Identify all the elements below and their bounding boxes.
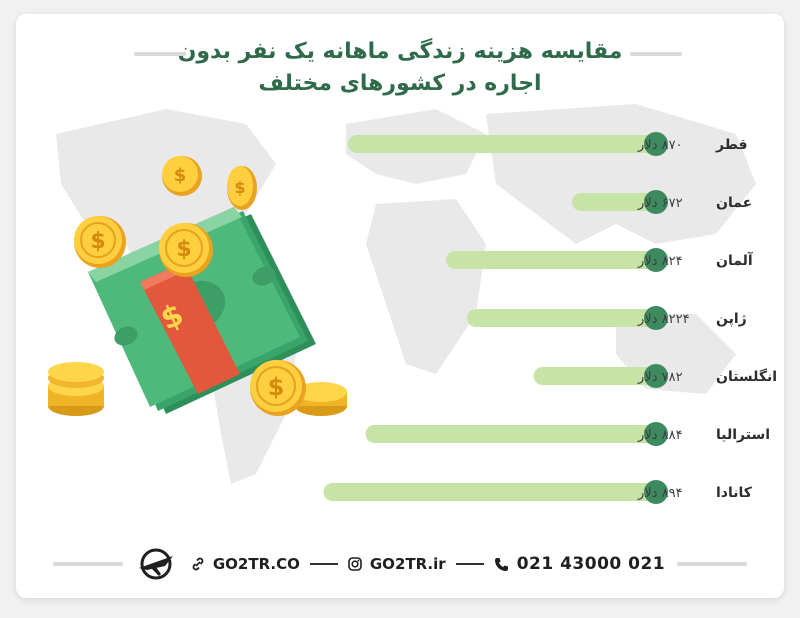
title-line-1: مقایسه هزینه زندگی ماهانه یک نفر بدون bbox=[177, 39, 623, 64]
bar-row: ۸۷۰ دلار قطر bbox=[348, 132, 748, 156]
data-label: ۷۸۲ دلار bbox=[637, 370, 683, 385]
footer-dash-right bbox=[677, 562, 748, 566]
bar bbox=[348, 135, 656, 153]
category-label: انگلستان bbox=[716, 368, 777, 385]
plane-logo-icon bbox=[138, 548, 173, 580]
link-icon bbox=[192, 557, 204, 571]
data-label: ۸۲۴ دلار bbox=[637, 254, 683, 269]
bar-end-marker bbox=[644, 364, 668, 388]
footer-separator bbox=[309, 563, 338, 565]
bar bbox=[533, 367, 656, 385]
dollar-coin-icon: $ bbox=[74, 216, 126, 268]
cash-stack-icon: $ bbox=[88, 207, 316, 414]
chart-title: مقایسه هزینه زندگی ماهانه یک نفر بدون اج… bbox=[16, 36, 784, 100]
bar-row: ۷۸۲ دلار انگلستان bbox=[533, 364, 777, 388]
phone-icon bbox=[494, 557, 508, 571]
svg-text:$: $ bbox=[174, 165, 187, 186]
title-dash-right bbox=[630, 52, 682, 56]
bar-row: ۶۷۲ دلار عمان bbox=[572, 190, 752, 214]
bar-row: ۸۲۲۴ دلار ژاپن bbox=[467, 306, 747, 330]
bar-end-marker bbox=[644, 248, 668, 272]
bar-end-marker bbox=[644, 480, 668, 504]
bar-end-marker bbox=[644, 422, 668, 446]
bar-end-marker bbox=[644, 306, 668, 330]
bar bbox=[323, 483, 656, 501]
dollar-coin-icon: $ bbox=[250, 360, 306, 416]
svg-text:$: $ bbox=[90, 229, 105, 254]
data-label: ۸۲۲۴ دلار bbox=[637, 312, 690, 327]
title-line-2: اجاره در کشورهای مختلف bbox=[258, 71, 542, 96]
category-label: قطر bbox=[715, 137, 748, 153]
phone-text: 021 43000 021 bbox=[516, 554, 666, 574]
bar bbox=[467, 309, 656, 327]
data-label: ۸۷۰ دلار bbox=[637, 138, 683, 153]
svg-text:$: $ bbox=[234, 178, 245, 197]
bar bbox=[572, 193, 656, 211]
svg-text:$: $ bbox=[268, 373, 285, 401]
bar bbox=[446, 251, 656, 269]
bar-end-marker bbox=[644, 132, 668, 156]
title-dash-left bbox=[134, 52, 186, 56]
category-label: کانادا bbox=[716, 485, 753, 501]
coin-stack-left-icon bbox=[48, 362, 104, 416]
website-text: GO2TR.CO bbox=[212, 555, 300, 573]
infographic-card: مقایسه هزینه زندگی ماهانه یک نفر بدون اج… bbox=[16, 14, 784, 598]
footer: GO2TR.CO GO2TR.ir 021 43000 021 bbox=[16, 548, 784, 580]
bar-row: ۸۲۴ دلار آلمان bbox=[446, 248, 754, 272]
money-illustration: $ $ $ $ bbox=[48, 156, 347, 416]
category-label: آلمان bbox=[716, 251, 754, 269]
data-label: ۸۸۴ دلار bbox=[637, 428, 683, 443]
dollar-coin-icon: $ bbox=[227, 166, 257, 210]
footer-website[interactable]: GO2TR.CO bbox=[191, 555, 300, 573]
bar-chart: ۸۷۰ دلار قطر ۶۷۲ دلار عمان ۸۲۴ دلار آلمان ۸۲۲۴… bbox=[323, 132, 777, 504]
category-label: عمان bbox=[716, 195, 752, 211]
data-label: ۶۷۲ دلار bbox=[637, 196, 683, 211]
bar bbox=[365, 425, 656, 443]
dollar-coin-icon: $ bbox=[159, 223, 213, 277]
footer-separator bbox=[455, 563, 484, 565]
category-label: ژاپن bbox=[716, 311, 747, 327]
svg-text:$: $ bbox=[176, 237, 191, 262]
instagram-icon bbox=[348, 557, 362, 571]
data-label: ۸۹۴ دلار bbox=[637, 486, 683, 501]
bar-row: ۸۹۴ دلار کانادا bbox=[323, 480, 753, 504]
coin-stack-right-icon bbox=[295, 382, 347, 416]
category-label: استرالیا bbox=[716, 427, 770, 443]
footer-instagram[interactable]: GO2TR.ir bbox=[348, 555, 446, 573]
bar-row: ۸۸۴ دلار استرالیا bbox=[365, 422, 770, 446]
dollar-coin-icon: $ bbox=[162, 156, 202, 196]
bar-end-marker bbox=[644, 190, 668, 214]
footer-dash-left bbox=[52, 562, 123, 566]
instagram-text: GO2TR.ir bbox=[369, 555, 446, 573]
footer-phone[interactable]: 021 43000 021 bbox=[494, 554, 665, 574]
